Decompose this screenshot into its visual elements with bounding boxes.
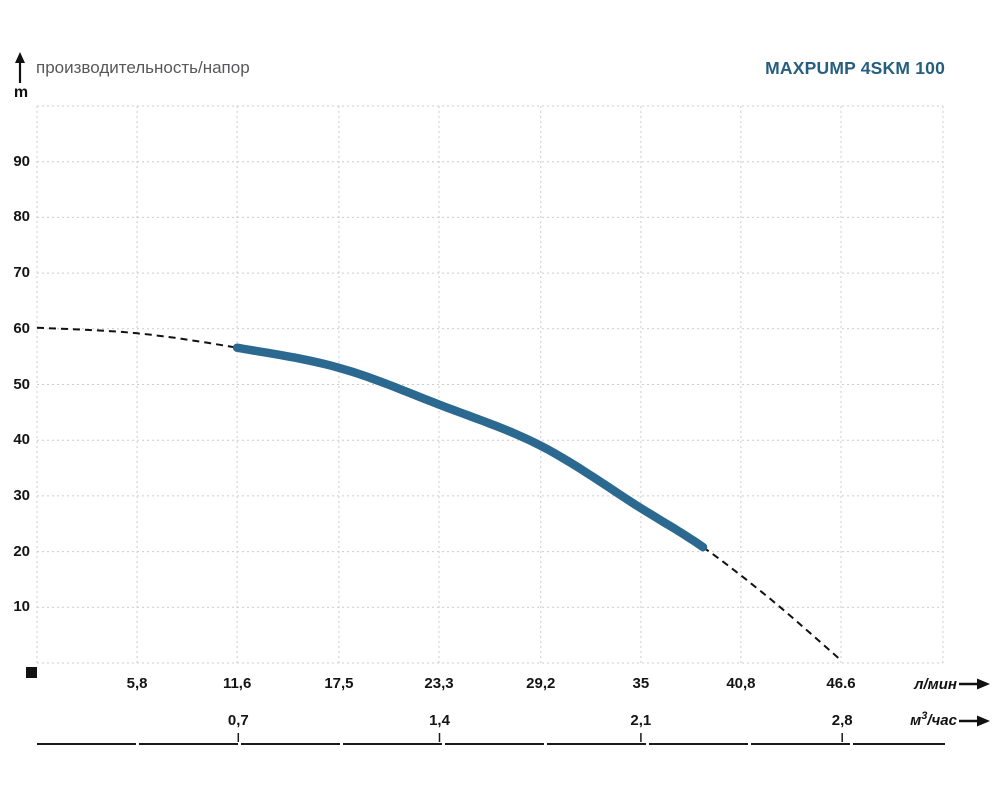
x-axis-unit-lmin: л/мин bbox=[914, 676, 957, 693]
y-axis-arrow-icon bbox=[15, 52, 25, 83]
y-tick-label: 30 bbox=[13, 486, 30, 504]
y-tick-label: 20 bbox=[13, 542, 30, 560]
x-axis-unit-m3h: м3/час bbox=[910, 710, 957, 730]
y-tick-label: 70 bbox=[13, 264, 30, 282]
x-tick-label-m3h: 1,4 bbox=[429, 712, 450, 729]
y-tick-label: 50 bbox=[13, 375, 30, 393]
pump-curve-dashed-left bbox=[36, 326, 238, 349]
chart-title: производительность/напор bbox=[36, 58, 250, 77]
x-axis-unit-lmin-text: л/мин bbox=[914, 676, 957, 693]
y-tick-label: 80 bbox=[13, 208, 30, 226]
x-tick-label-lmin: 40,8 bbox=[726, 675, 756, 692]
gridlines bbox=[36, 105, 944, 664]
x-tick-label-lmin: 5,8 bbox=[126, 675, 148, 692]
y-tick-label: 10 bbox=[13, 598, 30, 616]
x-axis-unit-m3h-rest: /час bbox=[927, 712, 957, 729]
x-tick-label-lmin: 35 bbox=[632, 675, 650, 692]
product-title: MAXPUMP 4SKM 100 bbox=[765, 58, 945, 78]
x-tick-label-m3h: 2,1 bbox=[630, 712, 652, 729]
x-axis-unit-m3h-base: м bbox=[910, 712, 922, 729]
y-tick-label: 40 bbox=[13, 431, 30, 449]
x-tick-label-lmin: 23,3 bbox=[424, 675, 454, 692]
pump-curve-solid bbox=[232, 343, 708, 552]
x-tick-label-m3h: 2,8 bbox=[831, 712, 853, 729]
lmin-axis-arrow-icon-head bbox=[977, 678, 990, 690]
x-tick-label-lmin: 11,6 bbox=[222, 675, 252, 692]
pump-curve-dashed-right bbox=[702, 546, 842, 661]
y-axis-unit-label: m bbox=[13, 84, 29, 101]
x-tick-label-lmin: 46.6 bbox=[826, 675, 856, 692]
y-tick-label: 90 bbox=[13, 152, 30, 170]
x-tick-label-m3h: 0,7 bbox=[227, 712, 249, 729]
x-tick-label-lmin: 29,2 bbox=[526, 675, 556, 692]
origin-marker bbox=[26, 667, 37, 678]
x-tick-label-lmin: 17,5 bbox=[324, 675, 354, 692]
x-axis-unit-m3h-sup: 3 bbox=[921, 710, 928, 722]
y-tick-label: 60 bbox=[13, 319, 30, 337]
m3h-axis-arrow-icon-head bbox=[977, 715, 990, 727]
